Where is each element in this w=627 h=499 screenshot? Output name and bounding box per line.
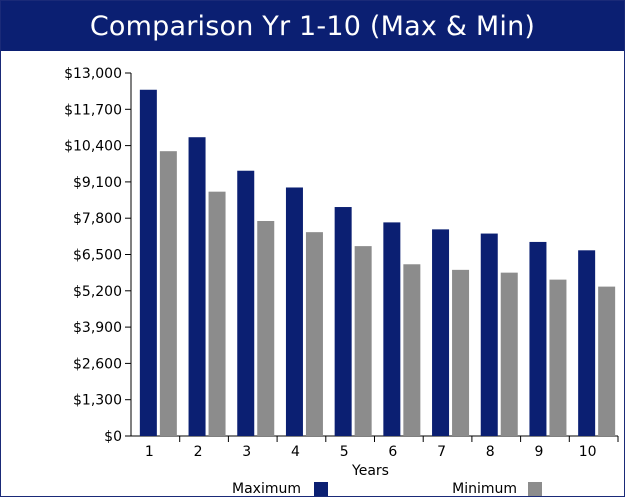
chart-title: Comparison Yr 1-10 (Max & Min) [89,10,536,42]
bar-minimum-year-6 [403,264,421,436]
y-tick-label: $0 [104,429,122,445]
bar-maximum-year-9 [529,241,547,436]
chart-title-bar: Comparison Yr 1-10 (Max & Min) [1,1,624,51]
x-tick-label: 4 [291,444,300,460]
x-tick-label: 1 [145,444,154,460]
y-tick-label: $7,800 [73,211,122,227]
x-tick-label: 8 [486,444,495,460]
y-tick-label: $5,200 [73,284,122,300]
y-tick-label: $1,300 [73,393,122,409]
bar-maximum-year-8 [480,233,498,436]
y-tick-label: $2,600 [73,356,122,372]
bar-minimum-year-9 [549,279,567,436]
bar-maximum-year-10 [578,250,596,436]
bar-maximum-year-3 [237,170,255,436]
x-tick-label: 9 [534,444,543,460]
bar-minimum-year-3 [257,220,275,436]
bar-minimum-year-10 [598,286,616,436]
bar-maximum-year-5 [334,207,352,436]
bar-minimum-year-4 [305,232,323,436]
y-tick-label: $13,000 [64,66,122,82]
y-tick-label: $10,400 [64,139,122,155]
x-axis-title: Years [351,463,389,479]
bar-maximum-year-7 [432,229,450,436]
bar-minimum-year-2 [208,191,226,436]
bar-minimum-year-7 [452,269,470,436]
x-tick-label: 2 [194,444,203,460]
x-tick-label: 10 [579,444,597,460]
bar-minimum-year-5 [354,246,372,436]
legend-swatch-minimum [528,482,542,496]
bar-maximum-year-1 [139,89,157,436]
legend-label-minimum: Minimum [452,481,517,497]
legend-swatch-maximum [314,482,328,496]
bar-maximum-year-2 [188,137,206,436]
y-tick-label: $3,900 [73,320,122,336]
legend-label-maximum: Maximum [232,481,301,497]
bar-minimum-year-1 [159,151,177,436]
bar-maximum-year-6 [383,222,401,436]
bar-maximum-year-4 [285,187,303,436]
y-tick-label: $6,500 [73,248,122,264]
y-tick-label: $9,100 [73,175,122,191]
y-tick-label: $11,700 [64,102,122,118]
x-tick-label: 7 [437,444,446,460]
x-tick-label: 6 [388,444,397,460]
x-tick-label: 3 [242,444,251,460]
bar-minimum-year-8 [500,272,518,436]
x-tick-label: 5 [340,444,349,460]
